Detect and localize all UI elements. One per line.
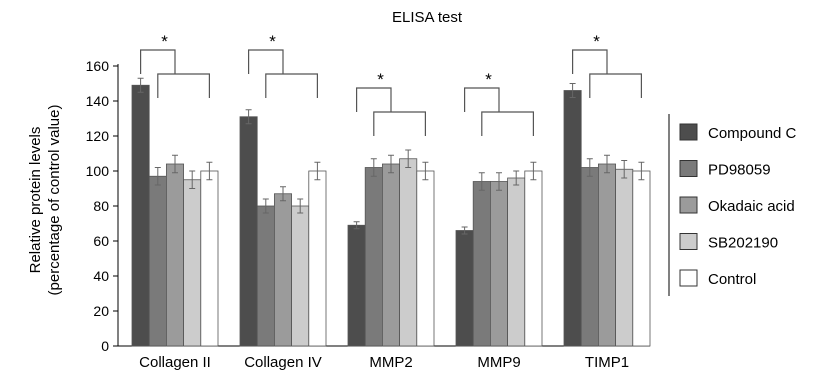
bar <box>200 170 219 347</box>
bar <box>598 163 617 347</box>
significance-bracket <box>157 73 210 98</box>
y-axis-label: Relative protein levels (percentage of c… <box>27 105 63 296</box>
bar <box>472 181 491 347</box>
y-tick-label: 100 <box>86 163 110 179</box>
bar <box>256 205 275 347</box>
significance-bracket <box>140 49 176 74</box>
bar <box>507 177 526 347</box>
y-tick-label: 20 <box>93 303 109 319</box>
x-tick-label: Collagen IV <box>244 354 322 371</box>
significance-brackets: * * * * * <box>140 32 642 136</box>
y-tick-label: 120 <box>86 128 110 144</box>
y-tick-label: 40 <box>93 268 109 284</box>
significance-bracket <box>265 73 318 98</box>
bar <box>489 181 508 347</box>
bar <box>273 193 292 347</box>
significance-bracket <box>464 87 500 112</box>
x-tick-label: MMP2 <box>369 354 412 371</box>
legend-label: PD98059 <box>708 162 771 179</box>
legend-swatch <box>679 269 698 287</box>
chart-title: ELISA test <box>392 9 463 26</box>
bar <box>381 163 400 347</box>
x-tick-label: TIMP1 <box>585 354 629 371</box>
bar <box>148 175 167 347</box>
significance-star: * <box>593 32 600 51</box>
bar <box>131 84 150 347</box>
significance-star: * <box>269 32 276 51</box>
y-axis-label-line1: Relative protein levels <box>27 127 44 274</box>
y-tick-label: 140 <box>86 93 110 109</box>
legend-swatch <box>679 160 698 177</box>
bar <box>399 158 418 347</box>
bar <box>416 170 435 347</box>
axes: 0 20 40 60 80 100 120 140 160 <box>86 58 650 354</box>
bar <box>455 230 474 347</box>
bar <box>524 170 543 347</box>
bars: Collagen II Collagen IV MMP2 MMP9 TIMP1 <box>131 84 651 371</box>
bar <box>615 168 634 347</box>
bar <box>239 116 258 347</box>
significance-bracket <box>356 87 392 112</box>
significance-bracket <box>248 49 284 74</box>
y-tick-label: 160 <box>86 58 110 74</box>
bar <box>347 224 366 347</box>
bar <box>364 167 383 347</box>
legend-label: Compound C <box>708 125 797 142</box>
significance-bracket <box>373 111 426 136</box>
significance-star: * <box>161 32 168 51</box>
significance-star: * <box>485 70 492 89</box>
y-tick-label: 60 <box>93 233 109 249</box>
legend-label: SB202190 <box>708 235 778 252</box>
x-tick-label: MMP9 <box>477 354 520 371</box>
x-tick-label: Collagen II <box>139 354 211 371</box>
bar <box>183 179 202 347</box>
bar <box>580 167 599 347</box>
legend: Compound C PD98059 Okadaic acid SB202190 Con… <box>668 114 797 296</box>
legend-swatch <box>679 233 698 250</box>
bar <box>291 205 310 347</box>
significance-bracket <box>572 49 608 74</box>
y-tick-label: 80 <box>93 198 109 214</box>
error-bars <box>137 77 645 235</box>
legend-label: Control <box>708 271 756 288</box>
bar <box>165 163 184 347</box>
y-axis-label-line2: (percentage of control value) <box>46 105 63 296</box>
y-tick-label: 0 <box>101 338 109 354</box>
legend-swatch <box>679 196 698 214</box>
bar <box>308 170 327 347</box>
legend-swatch <box>679 123 698 141</box>
bar <box>563 90 582 347</box>
bar <box>632 170 651 347</box>
legend-label: Okadaic acid <box>708 198 795 215</box>
significance-star: * <box>377 70 384 89</box>
significance-bracket <box>481 111 534 136</box>
significance-bracket <box>589 73 642 98</box>
